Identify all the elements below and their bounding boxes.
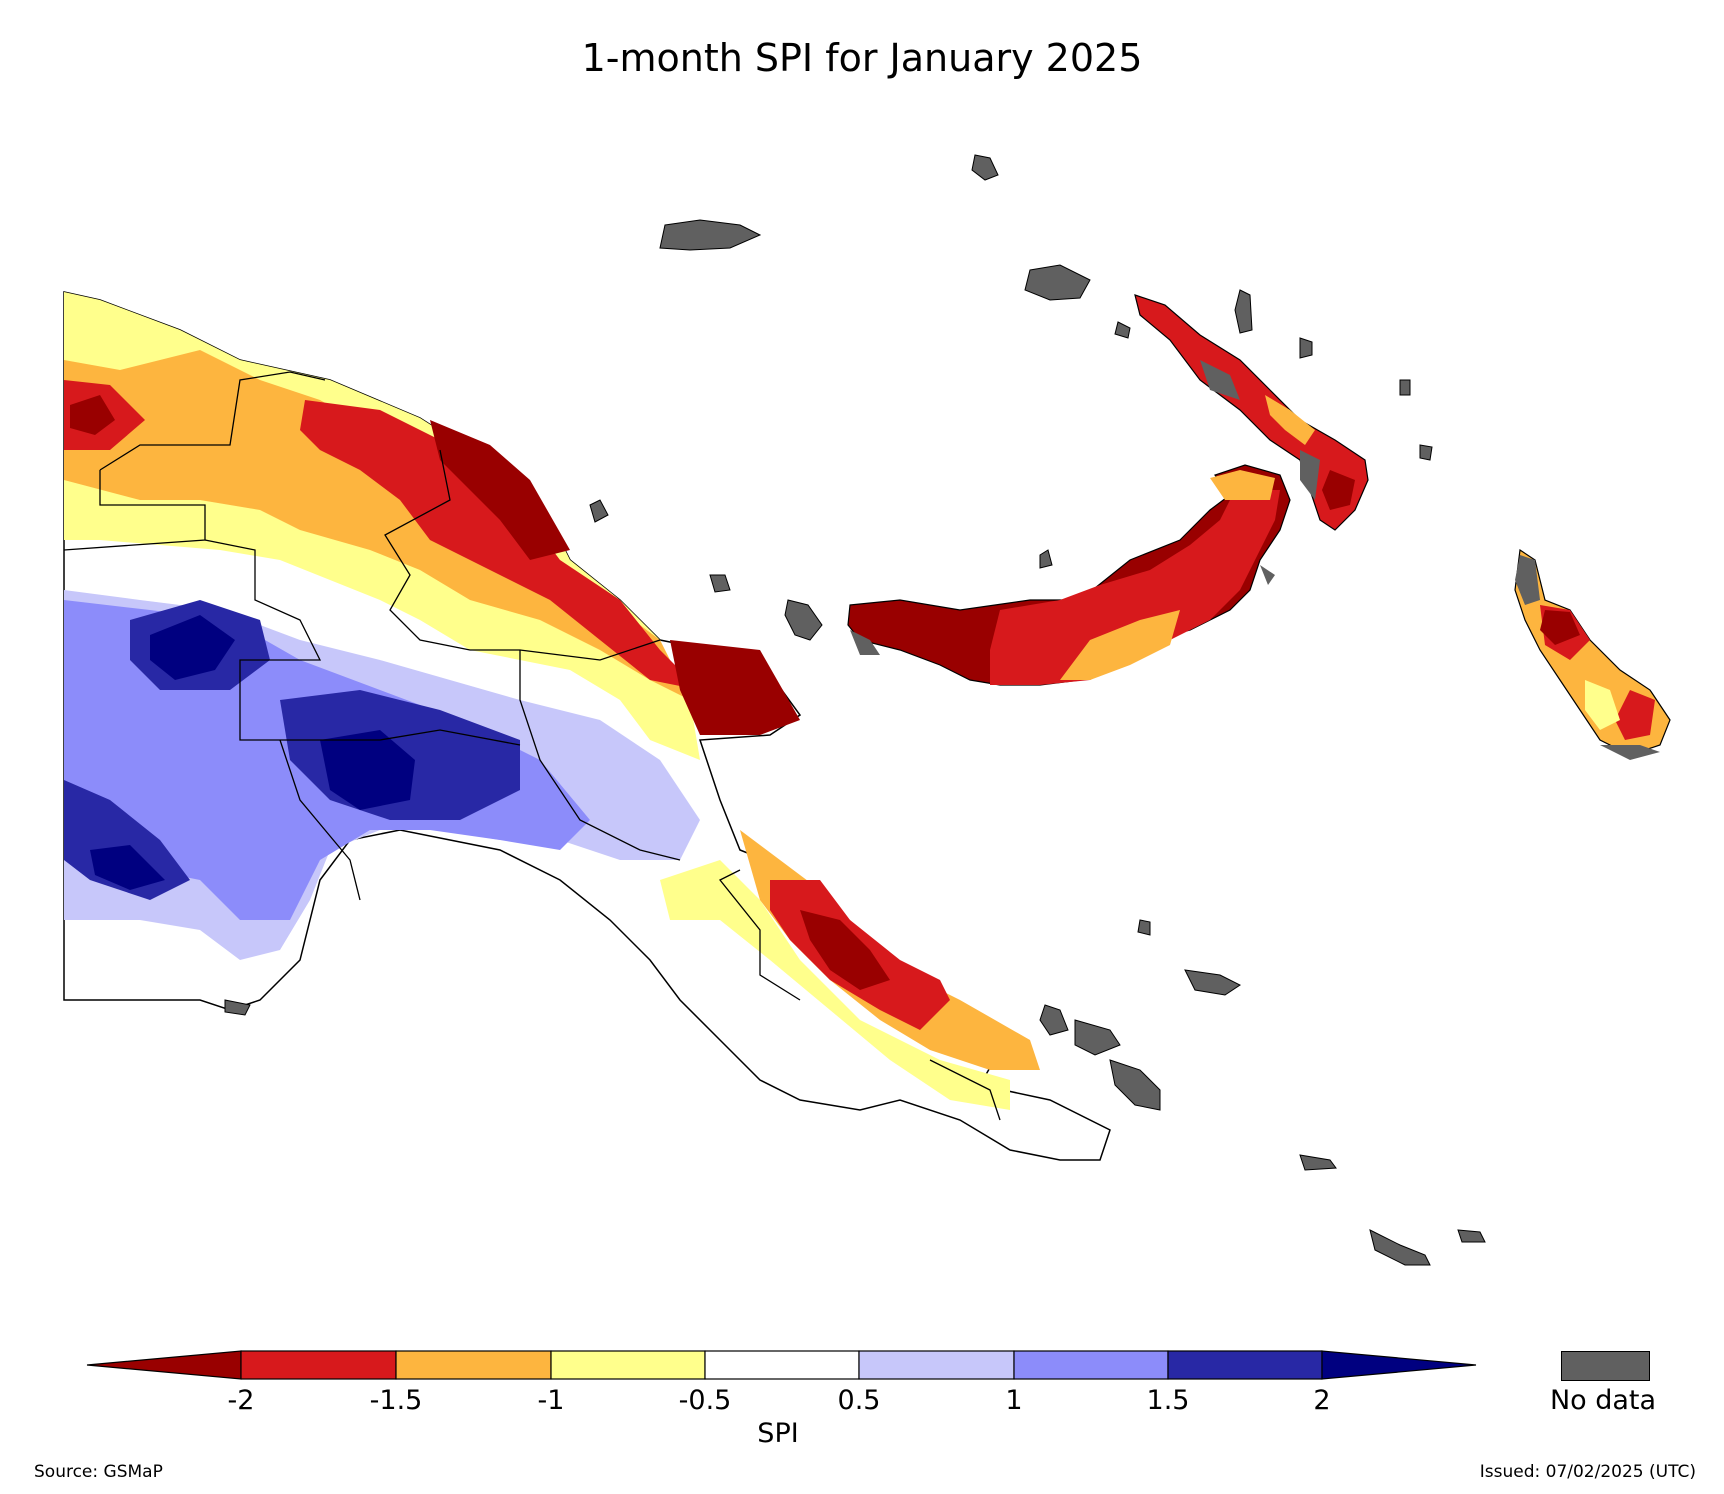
source-text: Source: GSMaP xyxy=(34,1462,163,1482)
spi-above-2-region xyxy=(90,615,415,890)
colorbar-title: SPI xyxy=(757,1418,799,1449)
no-data-swatch xyxy=(1561,1351,1650,1381)
colorbar-swatch-2 xyxy=(395,1350,552,1380)
colorbar-extend-high xyxy=(1321,1350,1477,1380)
new-ireland-orange xyxy=(1265,395,1315,445)
colorbar-tick: 1 xyxy=(1005,1385,1023,1416)
spi-minus1-0.5-region-se xyxy=(660,860,1010,1110)
colorbar-tick: -1 xyxy=(537,1385,565,1416)
colorbar-extend-low xyxy=(86,1350,242,1380)
spi-colorbar xyxy=(86,1350,1477,1380)
bougainville-nodata xyxy=(1515,555,1660,760)
spi-minus1.5-1-region-nw xyxy=(64,350,690,700)
colorbar-swatch-4 xyxy=(704,1350,860,1380)
colorbar-swatch-1 xyxy=(240,1350,397,1380)
colorbar-tick: -0.5 xyxy=(678,1385,732,1416)
colorbar-swatch-5 xyxy=(858,1350,1015,1380)
bougainville-below2 xyxy=(1540,610,1580,645)
colorbar-tick: 0.5 xyxy=(837,1385,881,1416)
colorbar-swatch-6 xyxy=(1013,1350,1169,1380)
new-ireland-below2 xyxy=(1322,470,1355,510)
colorbar-tick: -2 xyxy=(227,1385,255,1416)
new-britain-orange xyxy=(1060,470,1275,680)
spi-below-2-region-nw xyxy=(70,395,800,735)
no-data-label: No data xyxy=(1549,1385,1657,1416)
new-britain-red xyxy=(990,490,1280,685)
colorbar-tick: 2 xyxy=(1313,1385,1331,1416)
colorbar-swatch-3 xyxy=(550,1350,706,1380)
colorbar-swatch-7 xyxy=(1167,1350,1323,1380)
province-boundaries xyxy=(63,371,1001,1121)
colorbar-tick: 1.5 xyxy=(1146,1385,1190,1416)
map-title: 1-month SPI for January 2025 xyxy=(581,36,1143,80)
new-ireland-nodata xyxy=(1200,360,1320,500)
bougainville-yellow xyxy=(1585,680,1620,730)
spi-below-2-region-se xyxy=(800,910,890,990)
issued-text: Issued: 07/02/2025 (UTC) xyxy=(1479,1462,1696,1482)
spi-minus2-1.5-region-nw xyxy=(64,380,700,690)
no-data-islands xyxy=(224,154,1486,1266)
colorbar-tick: -1.5 xyxy=(369,1385,423,1416)
